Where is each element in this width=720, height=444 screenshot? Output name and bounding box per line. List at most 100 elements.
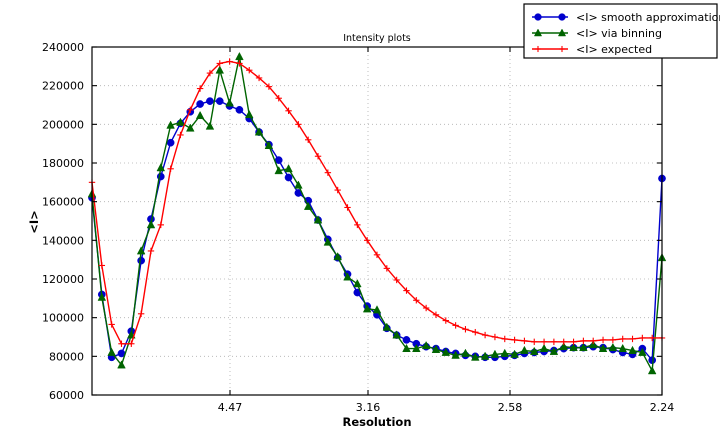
data-point xyxy=(108,321,115,328)
data-point xyxy=(166,120,175,129)
data-point xyxy=(461,348,470,357)
data-point xyxy=(421,340,431,350)
gridlines xyxy=(92,47,662,395)
data-point xyxy=(244,109,254,119)
data-point xyxy=(470,352,480,361)
y-tick-label: 160000 xyxy=(42,196,84,209)
data-series-layer xyxy=(87,51,667,375)
data-point xyxy=(187,106,194,114)
data-point xyxy=(550,338,558,346)
data-point xyxy=(392,330,401,339)
data-point xyxy=(107,347,116,356)
data-point xyxy=(265,83,273,90)
y-tick-label: 240000 xyxy=(42,41,84,54)
data-point xyxy=(275,95,282,102)
data-point xyxy=(373,251,381,259)
series-1 xyxy=(87,51,667,375)
data-point xyxy=(98,262,106,269)
data-point xyxy=(215,65,225,74)
data-point xyxy=(647,366,657,375)
data-point xyxy=(490,349,500,358)
data-point xyxy=(246,67,253,74)
data-point xyxy=(195,110,205,120)
data-point xyxy=(343,272,352,281)
data-point xyxy=(480,351,490,360)
data-point xyxy=(166,138,175,147)
data-point xyxy=(206,97,214,105)
data-point xyxy=(284,173,293,182)
data-point xyxy=(146,220,156,229)
data-point xyxy=(393,276,400,284)
data-point xyxy=(510,349,519,358)
series-line xyxy=(91,56,663,374)
data-point xyxy=(500,348,510,357)
data-point xyxy=(628,345,637,354)
data-point xyxy=(235,105,244,114)
data-point xyxy=(491,333,499,341)
data-point xyxy=(521,337,528,345)
y-tick-label: 140000 xyxy=(42,234,84,247)
data-point xyxy=(167,165,174,172)
data-point xyxy=(354,221,361,229)
data-point xyxy=(549,346,559,355)
data-point xyxy=(422,304,430,312)
legend-entry-0[interactable]: <I> smooth approximation xyxy=(532,11,720,24)
data-point xyxy=(569,342,578,352)
data-point xyxy=(236,60,243,67)
data-point xyxy=(156,163,166,172)
data-point xyxy=(383,265,391,272)
data-point xyxy=(333,252,342,261)
data-point xyxy=(648,334,656,342)
data-point xyxy=(147,247,155,255)
data-point xyxy=(452,322,459,329)
x-tick-label: 2.24 xyxy=(650,401,675,414)
data-point xyxy=(97,292,107,301)
chart-title: Intensity plots xyxy=(343,33,411,44)
data-point xyxy=(402,343,411,352)
data-point xyxy=(215,97,224,105)
data-point xyxy=(285,107,292,114)
data-point xyxy=(363,237,371,244)
data-point xyxy=(638,347,647,356)
data-point xyxy=(511,336,518,344)
data-point xyxy=(431,344,441,353)
data-point xyxy=(235,51,244,61)
data-point xyxy=(580,337,587,345)
x-tick-label: 3.16 xyxy=(356,401,381,414)
data-point xyxy=(294,180,303,189)
data-point xyxy=(629,335,636,343)
legend-label: <I> expected xyxy=(576,43,652,56)
data-point xyxy=(540,338,548,346)
legend-entry-1[interactable]: <I> via binning xyxy=(532,27,662,40)
data-point xyxy=(559,341,569,351)
data-point xyxy=(372,305,382,314)
series-2 xyxy=(88,58,666,347)
data-point xyxy=(570,338,577,346)
data-point xyxy=(529,346,539,355)
data-point xyxy=(590,337,597,345)
data-point xyxy=(639,334,646,342)
data-point xyxy=(206,69,214,77)
data-point xyxy=(520,345,529,354)
data-point xyxy=(264,140,274,149)
series-line xyxy=(91,100,663,362)
data-point xyxy=(403,287,410,294)
plot-frame xyxy=(91,46,663,396)
data-point xyxy=(313,215,323,224)
y-axis-title: <I> xyxy=(27,210,41,234)
data-point xyxy=(402,336,411,344)
data-point xyxy=(619,335,626,343)
data-point xyxy=(303,201,313,210)
data-point xyxy=(413,297,420,304)
data-point xyxy=(284,164,293,173)
data-point xyxy=(441,347,451,356)
data-point xyxy=(118,340,125,347)
legend-entry-2[interactable]: <I> expected xyxy=(532,43,652,56)
data-point xyxy=(362,304,372,313)
data-point xyxy=(599,336,607,344)
chart-legend[interactable]: <I> smooth approximation <I> via binning <… xyxy=(523,3,720,59)
data-point xyxy=(412,343,421,352)
data-point xyxy=(432,311,440,318)
data-point xyxy=(442,317,449,324)
